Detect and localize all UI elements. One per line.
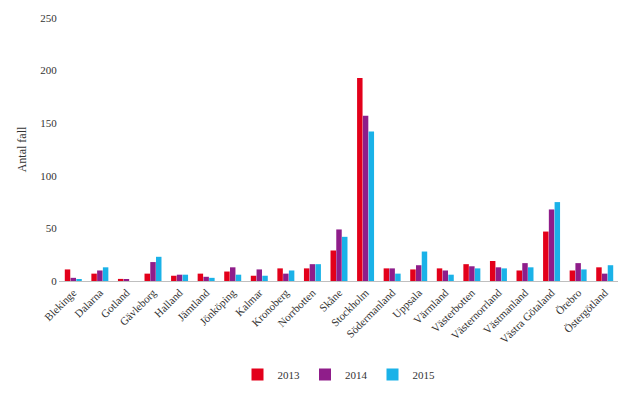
svg-text:100: 100 (40, 170, 57, 182)
svg-text:Västerbotten: Västerbotten (429, 286, 478, 335)
svg-text:Jämtland: Jämtland (175, 286, 212, 323)
svg-text:Jönköping: Jönköping (197, 286, 238, 327)
svg-text:200: 200 (40, 64, 57, 76)
svg-text:Kalmar: Kalmar (233, 286, 265, 318)
svg-text:2013: 2013 (278, 369, 301, 381)
svg-text:Örebro: Örebro (553, 286, 584, 317)
svg-text:Södermanland: Södermanland (344, 286, 398, 340)
svg-text:Stockholm: Stockholm (329, 286, 372, 329)
svg-text:50: 50 (46, 222, 58, 234)
svg-text:Dalarna: Dalarna (72, 286, 105, 319)
svg-text:Skåne: Skåne (317, 286, 345, 314)
svg-text:Västernorrland: Västernorrland (449, 286, 504, 341)
svg-text:Värmland: Värmland (411, 286, 451, 326)
svg-text:Halland: Halland (152, 286, 185, 319)
svg-text:Kronoberg: Kronoberg (249, 286, 291, 328)
svg-text:Gotland: Gotland (98, 286, 132, 320)
svg-text:Gävleborg: Gävleborg (117, 286, 159, 328)
svg-text:2014: 2014 (345, 369, 368, 381)
svg-text:2015: 2015 (413, 369, 436, 381)
svg-text:250: 250 (40, 12, 57, 24)
svg-text:Uppsala: Uppsala (390, 286, 424, 320)
svg-text:0: 0 (51, 275, 57, 287)
svg-text:150: 150 (40, 117, 57, 129)
svg-text:Antal fall: Antal fall (15, 126, 29, 172)
svg-text:Östergötland: Östergötland (561, 286, 610, 335)
svg-text:Blekinge: Blekinge (42, 286, 79, 323)
svg-text:Västmanland: Västmanland (481, 286, 531, 336)
svg-text:Norrbotten: Norrbotten (275, 286, 318, 329)
svg-text:Västra Götaland: Västra Götaland (498, 286, 558, 346)
